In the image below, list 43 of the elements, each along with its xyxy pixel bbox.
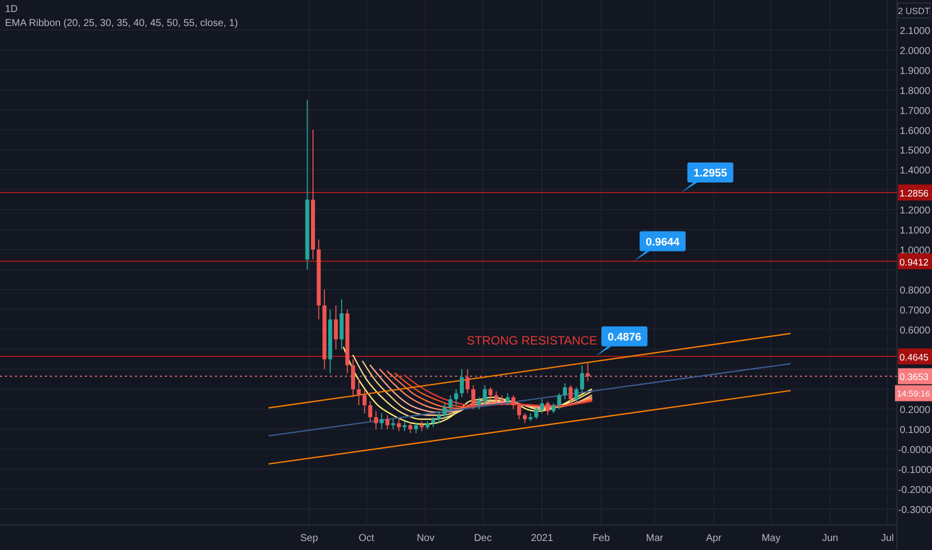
- y-tick-label: 0.1000: [900, 425, 931, 436]
- y-tick-label: -0.1000: [898, 465, 932, 476]
- y-tick-label: 1.2000: [900, 206, 931, 217]
- y-tick-label: -0.2000: [898, 485, 932, 496]
- y-tick-label: 1.4000: [900, 166, 931, 177]
- annotation: 14:59:16: [896, 388, 930, 399]
- y-tick-label: 2.1000: [900, 26, 931, 37]
- y-tick-label: 2.0000: [900, 46, 931, 57]
- x-tick-label: Dec: [474, 533, 492, 544]
- y-tick-label: 0.2000: [900, 405, 931, 416]
- x-tick-label: 2021: [530, 533, 554, 544]
- annotation: 1.2955: [694, 168, 728, 180]
- x-tick-label: Mar: [646, 533, 664, 544]
- x-tick-label: Oct: [358, 533, 374, 544]
- y-tick-label: 1.0000: [900, 246, 931, 257]
- text: EMA Ribbon (20, 25, 30, 35, 40, 45, 50, 55, close, 1): [5, 18, 238, 29]
- y-tick-label: 0.7000: [900, 305, 931, 316]
- y-tick-label: 1.6000: [900, 126, 931, 137]
- chart-title: 1D: [5, 4, 18, 15]
- annotation: 0.4876: [608, 331, 642, 344]
- y-tick-label: 0.8000: [900, 285, 931, 296]
- y-tick-label: 1.7000: [900, 106, 931, 117]
- y-tick-label: 1.9000: [900, 66, 931, 77]
- y-tick-label: 1.5000: [900, 146, 931, 157]
- y-tick-label: 1.8000: [900, 86, 931, 97]
- y-axis-title: 2 USDT: [898, 6, 930, 16]
- x-tick-label: Nov: [416, 533, 434, 544]
- ref-line-label: 0.3653: [899, 372, 929, 384]
- annotation: STRONG RESISTANCE: [466, 333, 598, 348]
- x-tick-label: Sep: [300, 533, 319, 544]
- x-tick-label: Apr: [706, 533, 722, 544]
- y-tick-label: -0.0000: [898, 445, 932, 456]
- ref-line-label: 1.2856: [899, 188, 929, 200]
- annotation: 0.9644: [646, 236, 680, 248]
- y-tick-label: 1.1000: [900, 226, 931, 237]
- y-tick-label: 0.6000: [900, 325, 931, 336]
- y-tick-label: -0.3000: [898, 505, 932, 516]
- ref-line-label: 0.9412: [899, 257, 929, 268]
- x-tick-label: Jul: [881, 533, 894, 544]
- ref-line-label: 0.4645: [899, 352, 929, 364]
- x-tick-label: Jun: [822, 533, 838, 544]
- x-tick-label: May: [762, 533, 780, 544]
- x-tick-label: Feb: [592, 533, 610, 544]
